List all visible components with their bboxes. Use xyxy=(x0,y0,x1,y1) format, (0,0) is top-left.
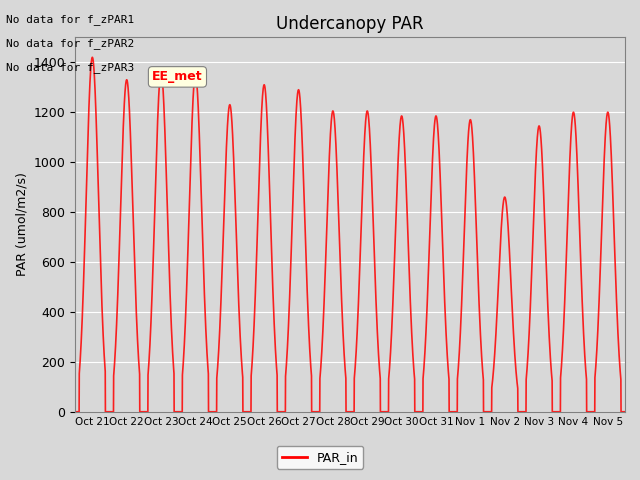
Legend: PAR_in: PAR_in xyxy=(276,446,364,469)
Text: EE_met: EE_met xyxy=(152,71,203,84)
Text: No data for f_zPAR2: No data for f_zPAR2 xyxy=(6,38,134,49)
Title: Undercanopy PAR: Undercanopy PAR xyxy=(276,15,424,33)
Text: No data for f_zPAR1: No data for f_zPAR1 xyxy=(6,14,134,25)
Text: No data for f_zPAR3: No data for f_zPAR3 xyxy=(6,62,134,73)
Y-axis label: PAR (umol/m2/s): PAR (umol/m2/s) xyxy=(15,173,28,276)
